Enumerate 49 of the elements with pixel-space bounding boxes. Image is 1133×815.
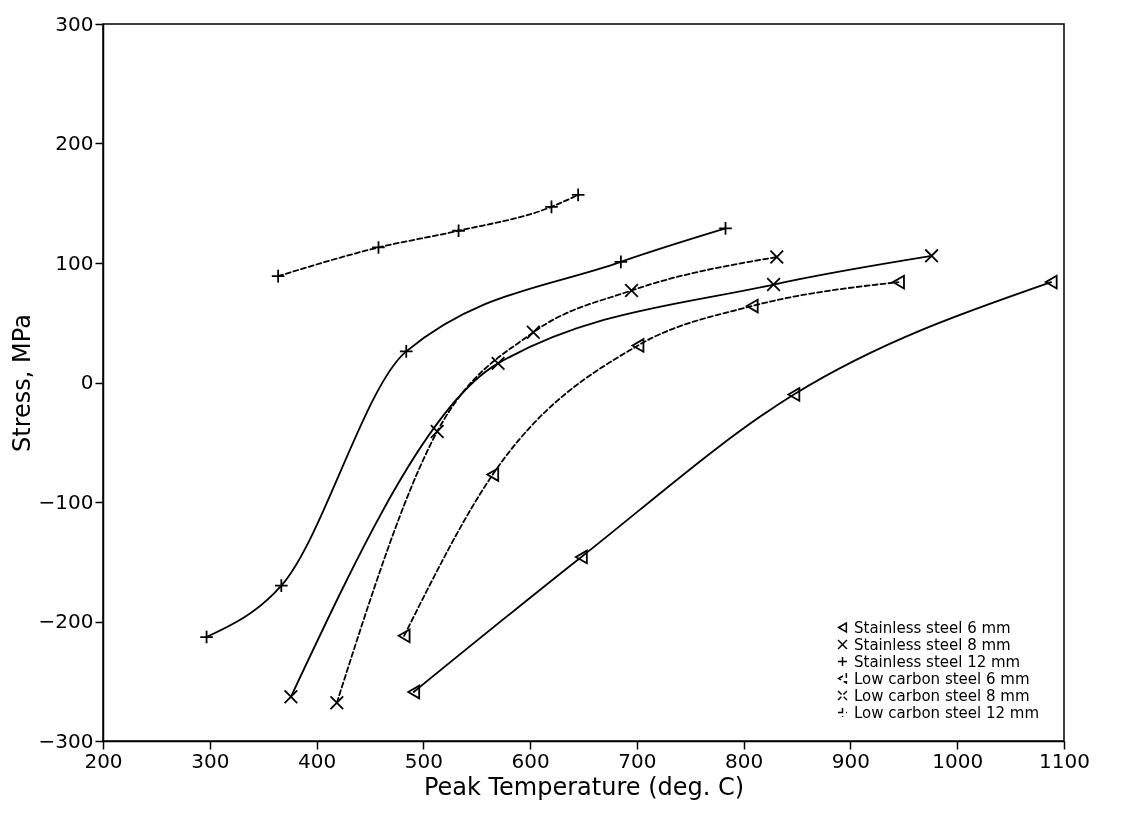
point [329,695,345,710]
point [371,240,386,255]
point [631,338,645,353]
point [486,467,500,482]
x-tick-label: 700 [618,748,657,773]
legend-label: Stainless steel 6 mm [854,618,1011,637]
point [766,277,781,292]
point [745,298,759,314]
y-tick-label: −200 [38,609,94,633]
point [199,629,214,645]
legend-label: Low carbon steel 8 mm [854,686,1030,705]
point [526,325,541,340]
point [399,344,414,359]
point [718,221,733,236]
legend-label: Low carbon steel 6 mm [854,669,1030,688]
x-tick-label: 900 [831,748,871,773]
y-tick-label: 0 [80,370,94,394]
y-tick-label: 300 [55,11,94,36]
point [787,387,801,402]
point [283,689,299,705]
point [490,356,506,371]
y-tick-label: 200 [55,131,94,155]
point [613,254,629,270]
point [1044,274,1058,290]
x-tick-label: 600 [511,748,550,773]
y-tick-label: −100 [38,489,94,514]
point [570,187,586,203]
point [274,578,289,593]
x-tick-label: 800 [725,748,764,773]
point [407,684,421,700]
point [429,424,445,439]
point [892,274,905,290]
point [451,223,466,238]
x-tick-label: 500 [404,748,443,773]
x-axis-title: Peak Temperature (deg. C) [423,772,745,801]
legend-label: Low carbon steel 12 mm [854,703,1040,722]
x-tick-label: 1100 [1039,748,1090,773]
point [574,549,588,565]
point [924,248,939,264]
point [624,283,639,298]
point [397,628,411,644]
x-tick-label: 300 [191,748,230,773]
legend-label: Stainless steel 8 mm [854,635,1011,654]
x-tick-label: 1000 [932,748,984,773]
x-tick-label: 400 [297,748,337,773]
point [769,249,784,265]
y-axis-title: Stress, MPa [7,314,36,452]
legend-label: Stainless steel 12 mm [854,652,1021,671]
y-tick-label: 100 [55,250,94,275]
